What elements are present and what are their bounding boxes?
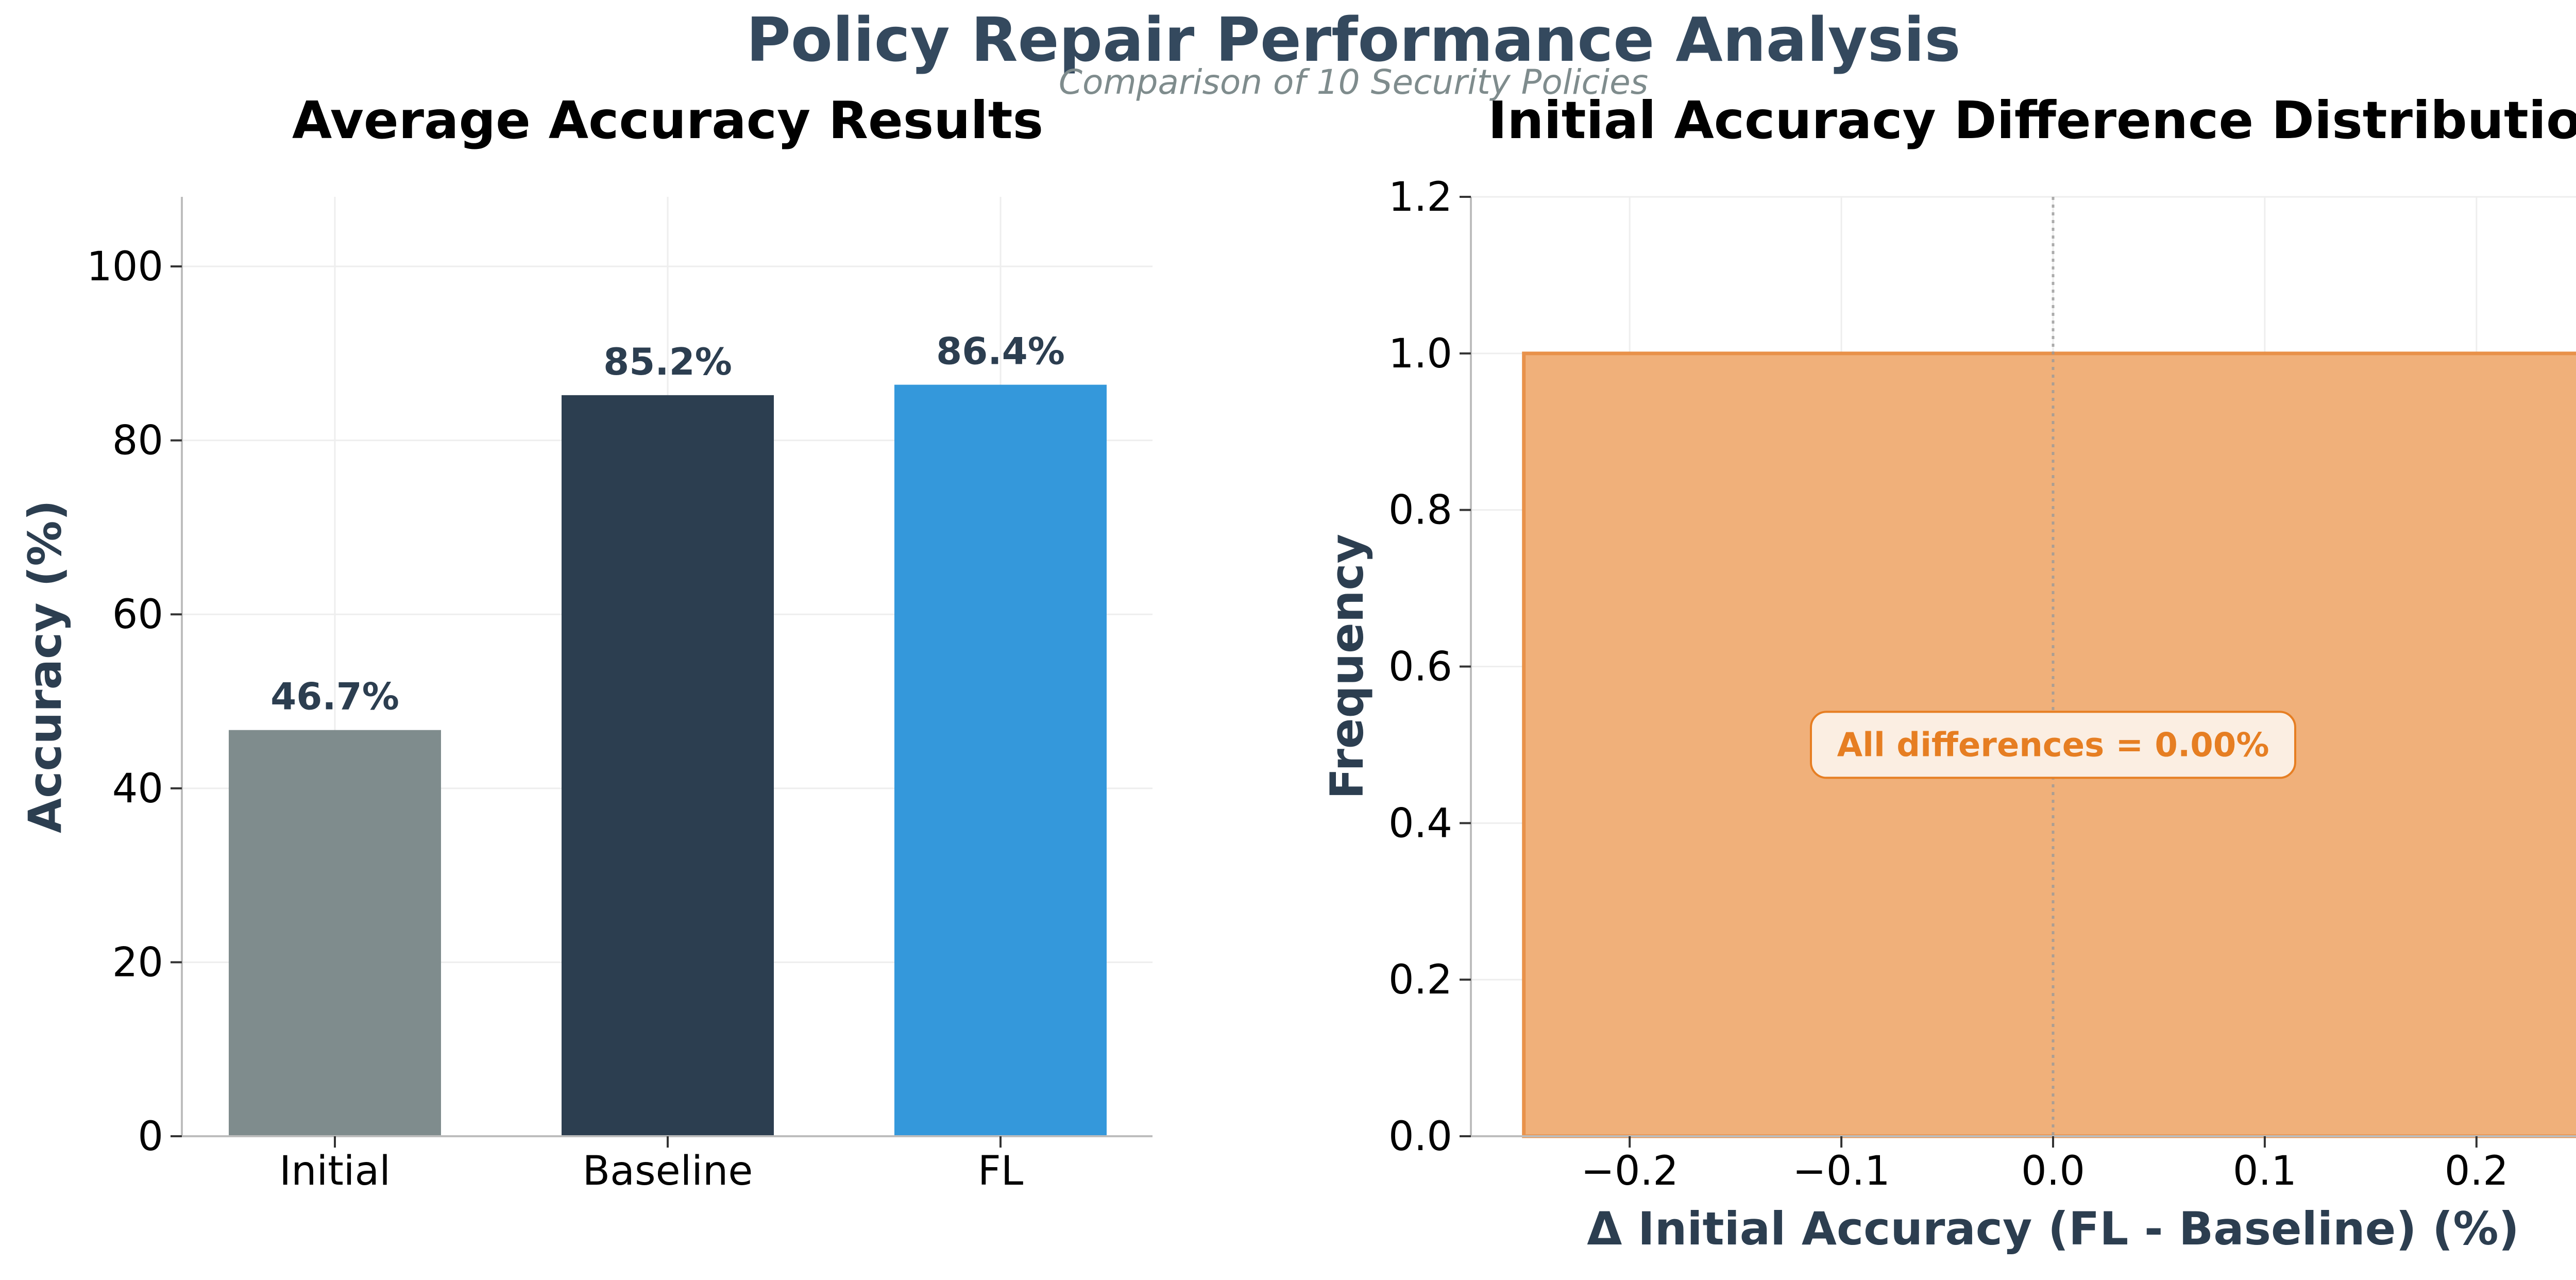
figure-subtitle: Comparison of 10 Security Policies [1059, 62, 1648, 102]
y-tick-label: 100 [87, 244, 163, 290]
y-tick-label: 80 [112, 418, 163, 464]
annotation-box [1810, 711, 2296, 779]
bar-baseline [562, 395, 774, 1137]
y-tick-label: 20 [112, 939, 163, 986]
y-axis-label: Frequency [1320, 534, 1374, 799]
y-axis-label: Accuracy (%) [19, 500, 72, 833]
y-tick-label: 0 [138, 1114, 163, 1160]
data-label: 46.7% [270, 675, 399, 718]
x-tick-label: Baseline [583, 1148, 753, 1194]
accuracy-bar-chart: 46.7% 85.2% 86.4% 0 20 40 60 80 100 Initial Baseli… [19, 90, 1153, 1194]
x-tick-label: FL [978, 1148, 1024, 1194]
x-tick-label: 0.1 [2233, 1148, 2297, 1194]
chart-title: Average Accuracy Results [292, 90, 1043, 150]
y-tick-label: 1.0 [1388, 331, 1452, 377]
y-tick-label: 0.8 [1388, 487, 1452, 534]
difference-histogram: All differences = 0.00% 0.0 0.2 0.4 0.6 0.8 1.… [1320, 90, 2576, 1255]
data-label: 86.4% [936, 330, 1065, 373]
bar-fl [894, 384, 1107, 1136]
y-tick-label: 0.6 [1388, 644, 1452, 690]
x-tick-label: Initial [279, 1148, 391, 1194]
x-axis-label: Δ Initial Accuracy (FL - Baseline) (%) [1587, 1202, 2519, 1255]
data-label: 85.2% [603, 340, 732, 383]
x-tick-label: 0.2 [2445, 1148, 2509, 1194]
y-tick-label: 40 [112, 766, 163, 812]
x-tick-label: −0.2 [1581, 1148, 1678, 1194]
chart-title: Initial Accuracy Difference Distribution [1488, 90, 2576, 150]
y-tick-label: 0.2 [1388, 957, 1452, 1003]
bar-initial [229, 730, 441, 1136]
figure-title: Policy Repair Performance Analysis [746, 4, 1960, 75]
y-tick-label: 0.0 [1388, 1114, 1452, 1160]
y-tick-label: 0.4 [1388, 800, 1452, 847]
annotation-text: All differences = 0.00% [1837, 726, 2269, 764]
y-tick-label: 60 [112, 592, 163, 638]
y-tick-label: 1.2 [1388, 174, 1452, 221]
x-tick-label: −0.1 [1792, 1148, 1890, 1194]
x-tick-label: 0.0 [2021, 1148, 2085, 1194]
